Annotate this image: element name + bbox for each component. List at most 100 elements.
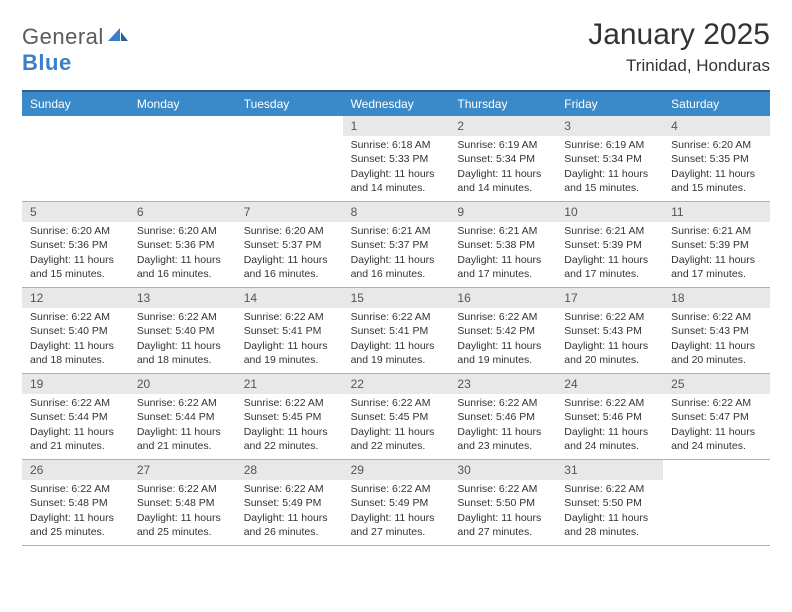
sunset-line: Sunset: 5:48 PM xyxy=(137,496,228,510)
sunset-line: Sunset: 5:37 PM xyxy=(351,238,442,252)
sunrise-line: Sunrise: 6:18 AM xyxy=(351,138,442,152)
daylight-line: Daylight: 11 hours and 14 minutes. xyxy=(457,167,548,195)
daylight-line: Daylight: 11 hours and 16 minutes. xyxy=(137,253,228,281)
sunset-line: Sunset: 5:39 PM xyxy=(671,238,762,252)
sunset-line: Sunset: 5:36 PM xyxy=(137,238,228,252)
day-details: Sunrise: 6:22 AMSunset: 5:45 PMDaylight:… xyxy=(236,394,343,457)
sunrise-line: Sunrise: 6:20 AM xyxy=(244,224,335,238)
sunrise-line: Sunrise: 6:22 AM xyxy=(30,396,121,410)
sunrise-line: Sunrise: 6:22 AM xyxy=(30,310,121,324)
calendar-cell: 3Sunrise: 6:19 AMSunset: 5:34 PMDaylight… xyxy=(556,116,663,202)
calendar-cell: 1Sunrise: 6:18 AMSunset: 5:33 PMDaylight… xyxy=(343,116,450,202)
daylight-line: Daylight: 11 hours and 20 minutes. xyxy=(671,339,762,367)
day-number: 1 xyxy=(343,116,450,136)
day-number: 10 xyxy=(556,202,663,222)
calendar-cell-empty xyxy=(663,460,770,546)
sunrise-line: Sunrise: 6:20 AM xyxy=(671,138,762,152)
calendar-cell: 7Sunrise: 6:20 AMSunset: 5:37 PMDaylight… xyxy=(236,202,343,288)
calendar-cell: 20Sunrise: 6:22 AMSunset: 5:44 PMDayligh… xyxy=(129,374,236,460)
calendar-cell: 6Sunrise: 6:20 AMSunset: 5:36 PMDaylight… xyxy=(129,202,236,288)
day-of-week-header: Wednesday xyxy=(343,92,450,116)
calendar-cell: 15Sunrise: 6:22 AMSunset: 5:41 PMDayligh… xyxy=(343,288,450,374)
sunset-line: Sunset: 5:50 PM xyxy=(564,496,655,510)
sunrise-line: Sunrise: 6:22 AM xyxy=(244,396,335,410)
day-number: 14 xyxy=(236,288,343,308)
daylight-line: Daylight: 11 hours and 28 minutes. xyxy=(564,511,655,539)
sunset-line: Sunset: 5:49 PM xyxy=(351,496,442,510)
daylight-line: Daylight: 11 hours and 22 minutes. xyxy=(244,425,335,453)
day-details: Sunrise: 6:19 AMSunset: 5:34 PMDaylight:… xyxy=(556,136,663,199)
sunset-line: Sunset: 5:50 PM xyxy=(457,496,548,510)
daylight-line: Daylight: 11 hours and 18 minutes. xyxy=(30,339,121,367)
daylight-line: Daylight: 11 hours and 27 minutes. xyxy=(351,511,442,539)
day-number: 17 xyxy=(556,288,663,308)
day-details: Sunrise: 6:22 AMSunset: 5:46 PMDaylight:… xyxy=(556,394,663,457)
day-of-week-header: Monday xyxy=(129,92,236,116)
sunset-line: Sunset: 5:34 PM xyxy=(564,152,655,166)
calendar-cell: 17Sunrise: 6:22 AMSunset: 5:43 PMDayligh… xyxy=(556,288,663,374)
sunrise-line: Sunrise: 6:21 AM xyxy=(564,224,655,238)
day-number: 15 xyxy=(343,288,450,308)
daylight-line: Daylight: 11 hours and 15 minutes. xyxy=(564,167,655,195)
sunset-line: Sunset: 5:37 PM xyxy=(244,238,335,252)
day-details: Sunrise: 6:20 AMSunset: 5:36 PMDaylight:… xyxy=(129,222,236,285)
day-details: Sunrise: 6:22 AMSunset: 5:43 PMDaylight:… xyxy=(663,308,770,371)
calendar-cell: 11Sunrise: 6:21 AMSunset: 5:39 PMDayligh… xyxy=(663,202,770,288)
daylight-line: Daylight: 11 hours and 15 minutes. xyxy=(30,253,121,281)
sunrise-line: Sunrise: 6:22 AM xyxy=(137,396,228,410)
sunset-line: Sunset: 5:41 PM xyxy=(244,324,335,338)
header: GeneralBlue January 2025 Trinidad, Hondu… xyxy=(22,18,770,76)
calendar-cell: 27Sunrise: 6:22 AMSunset: 5:48 PMDayligh… xyxy=(129,460,236,546)
day-number: 19 xyxy=(22,374,129,394)
daylight-line: Daylight: 11 hours and 19 minutes. xyxy=(244,339,335,367)
day-details: Sunrise: 6:20 AMSunset: 5:37 PMDaylight:… xyxy=(236,222,343,285)
sunrise-line: Sunrise: 6:22 AM xyxy=(457,310,548,324)
logo-text-blue: Blue xyxy=(22,50,72,75)
daylight-line: Daylight: 11 hours and 17 minutes. xyxy=(457,253,548,281)
sunrise-line: Sunrise: 6:22 AM xyxy=(671,396,762,410)
calendar-cell: 23Sunrise: 6:22 AMSunset: 5:46 PMDayligh… xyxy=(449,374,556,460)
day-details: Sunrise: 6:22 AMSunset: 5:43 PMDaylight:… xyxy=(556,308,663,371)
day-details: Sunrise: 6:22 AMSunset: 5:42 PMDaylight:… xyxy=(449,308,556,371)
calendar-cell: 18Sunrise: 6:22 AMSunset: 5:43 PMDayligh… xyxy=(663,288,770,374)
sunrise-line: Sunrise: 6:21 AM xyxy=(671,224,762,238)
calendar-cell-empty xyxy=(129,116,236,202)
calendar-cell: 8Sunrise: 6:21 AMSunset: 5:37 PMDaylight… xyxy=(343,202,450,288)
sunrise-line: Sunrise: 6:19 AM xyxy=(457,138,548,152)
calendar-cell: 16Sunrise: 6:22 AMSunset: 5:42 PMDayligh… xyxy=(449,288,556,374)
daylight-line: Daylight: 11 hours and 27 minutes. xyxy=(457,511,548,539)
sunset-line: Sunset: 5:40 PM xyxy=(30,324,121,338)
day-number: 31 xyxy=(556,460,663,480)
day-details: Sunrise: 6:22 AMSunset: 5:40 PMDaylight:… xyxy=(22,308,129,371)
daylight-line: Daylight: 11 hours and 25 minutes. xyxy=(137,511,228,539)
calendar-cell: 2Sunrise: 6:19 AMSunset: 5:34 PMDaylight… xyxy=(449,116,556,202)
day-of-week-header: Tuesday xyxy=(236,92,343,116)
calendar-cell: 9Sunrise: 6:21 AMSunset: 5:38 PMDaylight… xyxy=(449,202,556,288)
day-number: 8 xyxy=(343,202,450,222)
day-number: 21 xyxy=(236,374,343,394)
day-details: Sunrise: 6:22 AMSunset: 5:45 PMDaylight:… xyxy=(343,394,450,457)
sunrise-line: Sunrise: 6:22 AM xyxy=(30,482,121,496)
calendar-cell: 26Sunrise: 6:22 AMSunset: 5:48 PMDayligh… xyxy=(22,460,129,546)
sunset-line: Sunset: 5:39 PM xyxy=(564,238,655,252)
day-number: 24 xyxy=(556,374,663,394)
day-details: Sunrise: 6:22 AMSunset: 5:48 PMDaylight:… xyxy=(129,480,236,543)
daylight-line: Daylight: 11 hours and 16 minutes. xyxy=(244,253,335,281)
calendar-cell: 4Sunrise: 6:20 AMSunset: 5:35 PMDaylight… xyxy=(663,116,770,202)
sunrise-line: Sunrise: 6:22 AM xyxy=(457,482,548,496)
sunset-line: Sunset: 5:48 PM xyxy=(30,496,121,510)
day-number: 7 xyxy=(236,202,343,222)
daylight-line: Daylight: 11 hours and 20 minutes. xyxy=(564,339,655,367)
sunrise-line: Sunrise: 6:21 AM xyxy=(351,224,442,238)
daylight-line: Daylight: 11 hours and 24 minutes. xyxy=(564,425,655,453)
logo-text: GeneralBlue xyxy=(22,24,130,76)
daylight-line: Daylight: 11 hours and 25 minutes. xyxy=(30,511,121,539)
calendar-cell: 12Sunrise: 6:22 AMSunset: 5:40 PMDayligh… xyxy=(22,288,129,374)
sunset-line: Sunset: 5:33 PM xyxy=(351,152,442,166)
calendar-cell: 31Sunrise: 6:22 AMSunset: 5:50 PMDayligh… xyxy=(556,460,663,546)
daylight-line: Daylight: 11 hours and 23 minutes. xyxy=(457,425,548,453)
calendar-cell: 14Sunrise: 6:22 AMSunset: 5:41 PMDayligh… xyxy=(236,288,343,374)
sunset-line: Sunset: 5:43 PM xyxy=(564,324,655,338)
day-details: Sunrise: 6:22 AMSunset: 5:41 PMDaylight:… xyxy=(343,308,450,371)
daylight-line: Daylight: 11 hours and 17 minutes. xyxy=(671,253,762,281)
